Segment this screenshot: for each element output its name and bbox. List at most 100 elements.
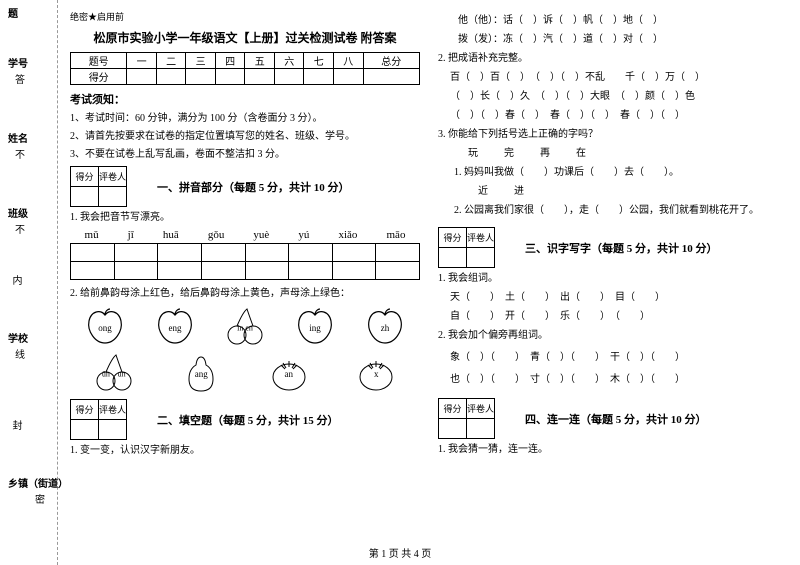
cell[interactable] bbox=[245, 262, 289, 280]
pinyin-grid bbox=[70, 243, 420, 280]
cell[interactable] bbox=[245, 69, 275, 85]
box-blank[interactable] bbox=[467, 419, 495, 439]
row-1: 天（ ） 土（ ） 出（ ） 目（ ） bbox=[438, 290, 788, 306]
cell[interactable] bbox=[289, 262, 333, 280]
paper-title: 松原市实验小学一年级语文【上册】过关检测试卷 附答案 bbox=[70, 29, 420, 46]
margin-xian: 线 bbox=[11, 349, 26, 359]
margin-mi: 密 bbox=[31, 494, 46, 504]
fruit-label: ing bbox=[309, 323, 321, 333]
cell[interactable] bbox=[274, 69, 304, 85]
box-score: 得分 bbox=[439, 228, 467, 248]
fruit-row-1: ong eng in en ing zh bbox=[70, 307, 420, 347]
q2-2: 2. 把成语补充完整。 bbox=[438, 51, 788, 67]
cell[interactable] bbox=[363, 69, 420, 85]
fruit-label: un bbox=[118, 370, 126, 379]
cell[interactable] bbox=[376, 244, 420, 262]
th-4: 四 bbox=[215, 53, 245, 69]
cell[interactable] bbox=[158, 244, 202, 262]
cell[interactable] bbox=[186, 69, 216, 85]
apple-icon: ing bbox=[293, 307, 337, 347]
margin-name: 姓名 bbox=[8, 130, 28, 145]
cell[interactable] bbox=[71, 244, 115, 262]
cell[interactable] bbox=[201, 244, 245, 262]
section-score-box: 得分评卷人 bbox=[70, 166, 127, 207]
fruit-label: ong bbox=[98, 323, 112, 333]
th-total: 总分 bbox=[363, 53, 420, 69]
cherry-icon: in en bbox=[223, 307, 267, 347]
cell[interactable] bbox=[304, 69, 334, 85]
sent-3: 2. 公园离我们家很（ ），走（ ）公园，我们就看到桃花开了。 bbox=[438, 203, 788, 219]
pinyin: mǔ bbox=[85, 229, 99, 241]
right-column: 他（他）：话（ ）诉（ ）帆（ ）地（ ） 拨（发）：冻（ ）汽（ ）道（ ）对… bbox=[438, 10, 788, 461]
box-blank[interactable] bbox=[71, 420, 99, 440]
cell[interactable] bbox=[245, 244, 289, 262]
left-column: 绝密★启用前 松原市实验小学一年级语文【上册】过关检测试卷 附答案 题号 一 二… bbox=[70, 10, 420, 461]
fruit-label: zh bbox=[381, 323, 390, 333]
q1-2: 2. 给前鼻韵母涂上红色，给后鼻韵母涂上黄色，声母涂上绿色： bbox=[70, 286, 420, 301]
instruction-3: 3、不要在试卷上乱写乱画，卷面不整洁扣 3 分。 bbox=[70, 147, 420, 162]
tomato-icon: x bbox=[354, 353, 398, 393]
cell[interactable] bbox=[114, 244, 158, 262]
cell[interactable] bbox=[332, 244, 376, 262]
section-4-title: 四、连一连（每题 5 分，共计 10 分） bbox=[525, 411, 707, 427]
sent-1: 1. 妈妈叫我做（ ）功课后（ ）去（ ）。 bbox=[438, 165, 788, 181]
fruit-row-2: ünun ang an x bbox=[70, 353, 420, 393]
pinyin: gǒu bbox=[208, 229, 225, 241]
q4-1: 1. 我会猜一猜，连一连。 bbox=[438, 442, 788, 458]
cell[interactable] bbox=[156, 69, 186, 85]
box-blank[interactable] bbox=[99, 420, 127, 440]
margin-bu: 不 bbox=[11, 149, 26, 159]
box-score: 得分 bbox=[71, 400, 99, 420]
fruit-label: x bbox=[374, 369, 379, 379]
fruit-label: ün bbox=[102, 370, 110, 379]
cell[interactable] bbox=[201, 262, 245, 280]
box-blank[interactable] bbox=[71, 187, 99, 207]
box-blank[interactable] bbox=[99, 187, 127, 207]
section-3-title: 三、识字写字（每题 5 分，共计 10 分） bbox=[525, 240, 718, 256]
cell[interactable] bbox=[215, 69, 245, 85]
cell[interactable] bbox=[289, 244, 333, 262]
instruction-1: 1、考试时间：60 分钟，满分为 100 分（含卷面分 3 分）。 bbox=[70, 111, 420, 126]
margin-township: 乡镇（街道） bbox=[8, 475, 68, 490]
th-2: 二 bbox=[156, 53, 186, 69]
box-score: 得分 bbox=[71, 167, 99, 187]
pinyin: yuè bbox=[253, 229, 269, 241]
cell[interactable] bbox=[376, 262, 420, 280]
cell[interactable] bbox=[71, 262, 115, 280]
box-blank[interactable] bbox=[467, 248, 495, 268]
th-3: 三 bbox=[186, 53, 216, 69]
row-4: 也（ ）（ ） 寸（ ）（ ） 木（ ）（ ） bbox=[438, 372, 788, 388]
tomato-icon: an bbox=[267, 353, 311, 393]
q2-3: 3. 你能给下列括号选上正确的字吗？ bbox=[438, 127, 788, 143]
fruit-label: in en bbox=[237, 324, 253, 333]
box-blank[interactable] bbox=[439, 419, 467, 439]
cell[interactable] bbox=[333, 69, 363, 85]
cherry-icon: ünun bbox=[92, 353, 136, 393]
cell[interactable] bbox=[158, 262, 202, 280]
content-area: 绝密★启用前 松原市实验小学一年级语文【上册】过关检测试卷 附答案 题号 一 二… bbox=[70, 10, 790, 461]
box-blank[interactable] bbox=[439, 248, 467, 268]
th-7: 七 bbox=[304, 53, 334, 69]
sent-2: 近 进 bbox=[438, 184, 788, 200]
score-table: 题号 一 二 三 四 五 六 七 八 总分 得分 bbox=[70, 52, 420, 85]
page-footer: 第 1 页 共 4 页 bbox=[0, 545, 800, 560]
pinyin-row: mǔ jī huā gǒu yuè yú xiǎo māo bbox=[70, 229, 420, 241]
margin-nei: 内 bbox=[8, 275, 23, 285]
section-1-title: 一、拼音部分（每题 5 分，共计 10 分） bbox=[157, 179, 350, 195]
section-score-box: 得分评卷人 bbox=[438, 227, 495, 268]
pinyin: jī bbox=[128, 229, 134, 241]
cell[interactable] bbox=[114, 262, 158, 280]
row-3: 象（ ）（ ） 青（ ）（ ） 干（ ）（ ） bbox=[438, 350, 788, 366]
section-2-title: 二、填空题（每题 5 分，共计 15 分） bbox=[157, 412, 339, 428]
cell[interactable] bbox=[332, 262, 376, 280]
box-grader: 评卷人 bbox=[467, 399, 495, 419]
box-grader: 评卷人 bbox=[99, 167, 127, 187]
th-1: 一 bbox=[127, 53, 157, 69]
binding-margin: 题 学号 答 姓名 不 班级 不 内 学校 线 封 乡镇（街道） 密 bbox=[0, 0, 58, 565]
idiom-1: 百（ ）百（ ） （ ）（ ）不乱 千（ ）万（ ） bbox=[438, 70, 788, 86]
q1-1: 1. 我会把音节写漂亮。 bbox=[70, 210, 420, 225]
margin-feng: 封 bbox=[8, 420, 23, 430]
box-grader: 评卷人 bbox=[467, 228, 495, 248]
margin-xuehao: 学号 bbox=[8, 55, 28, 70]
cell[interactable] bbox=[127, 69, 157, 85]
